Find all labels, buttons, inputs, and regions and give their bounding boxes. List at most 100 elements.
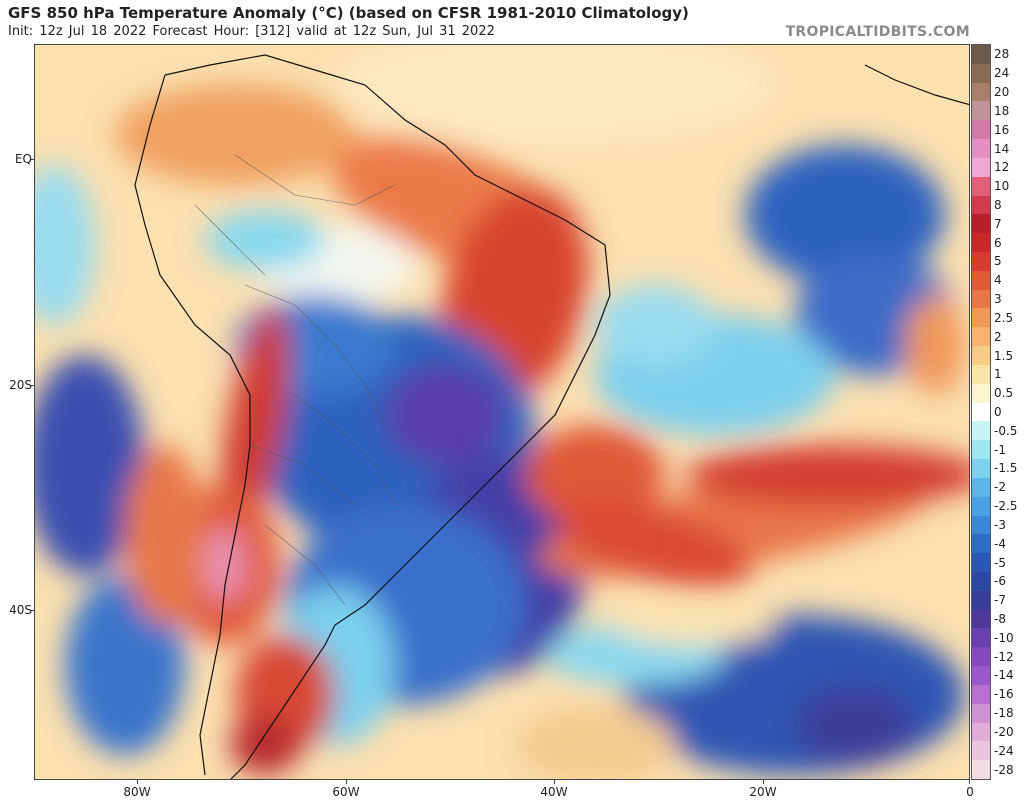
colorbar-label: 0.5: [994, 386, 1014, 401]
colorbar-swatch: [972, 515, 990, 535]
lat-tick-40s: [30, 610, 34, 611]
colorbar-label: 7: [994, 216, 1002, 231]
colorbar-label: -1: [994, 442, 1006, 457]
map-subtitle: Init: 12z Jul 18 2022 Forecast Hour: [31…: [8, 24, 495, 39]
colorbar-swatch: [972, 233, 990, 253]
colorbar-swatch: [972, 82, 990, 102]
colorbar-label: 8: [994, 197, 1002, 212]
colorbar-label: 28: [994, 47, 1010, 62]
colorbar-swatch: [972, 628, 990, 648]
lon-label-80w: 80W: [123, 785, 151, 799]
colorbar-swatch: [972, 459, 990, 479]
colorbar-swatch: [972, 63, 990, 84]
colorbar-swatch: [972, 741, 990, 761]
colorbar-label: -1.5: [994, 461, 1018, 476]
colorbar-swatch: [972, 534, 990, 554]
colorbar-label: 4: [994, 273, 1002, 288]
colorbar-swatch: [972, 45, 990, 65]
colorbar-swatch: [972, 647, 990, 667]
colorbar-swatch: [972, 346, 990, 366]
colorbar-label: -16: [994, 687, 1014, 702]
colorbar-swatch: [972, 270, 990, 291]
colorbar-label: -24: [994, 743, 1014, 758]
colorbar-swatch: [972, 157, 990, 178]
colorbar-label: 10: [994, 179, 1010, 194]
colorbar-swatch: [972, 571, 990, 592]
anomaly-field: [35, 45, 969, 779]
colorbar-swatch: [972, 195, 990, 215]
lon-tick-20w: [763, 780, 764, 784]
colorbar-label: 24: [994, 66, 1010, 81]
colorbar-swatch: [972, 496, 990, 516]
lat-label-20s: 20S: [9, 378, 32, 392]
lon-tick-40w: [554, 780, 555, 784]
map-canvas: [35, 45, 969, 779]
colorbar-label: -20: [994, 724, 1014, 739]
colorbar-swatch: [972, 252, 990, 272]
lon-tick-60w: [346, 780, 347, 784]
colorbar-label: 12: [994, 160, 1010, 175]
colorbar-label: -2.5: [994, 499, 1018, 514]
lon-label-20w: 20W: [749, 785, 777, 799]
colorbar-swatch: [972, 440, 990, 460]
colorbar-label: 16: [994, 122, 1010, 137]
colorbar-swatch: [972, 590, 990, 611]
colorbar-label: -5: [994, 555, 1006, 570]
coastlines: [134, 54, 969, 779]
colorbar-swatch: [972, 383, 990, 404]
colorbar-swatch: [972, 176, 990, 197]
lat-tick-20s: [30, 385, 34, 386]
colorbar-label: -14: [994, 668, 1014, 683]
colorbar-label: -28: [994, 762, 1014, 777]
lon-tick-80w: [137, 780, 138, 784]
colorbar-label: -6: [994, 574, 1006, 589]
colorbar-label: 20: [994, 85, 1010, 100]
anomaly-map: [34, 44, 970, 780]
colorbar-swatch: [972, 327, 990, 347]
colorbar-label: 1.5: [994, 348, 1014, 363]
lat-tick-eq: [30, 159, 34, 160]
colorbar-swatch: [972, 101, 990, 121]
colorbar-swatch: [972, 421, 990, 441]
site-brand: TROPICALTIDBITS.COM: [785, 24, 970, 40]
colorbar-label: -10: [994, 630, 1014, 645]
colorbar-label: -2: [994, 480, 1006, 495]
lon-label-40w: 40W: [540, 785, 568, 799]
colorbar-swatch: [972, 139, 990, 159]
colorbar-swatch: [972, 120, 990, 140]
colorbar-swatch: [972, 364, 990, 385]
colorbar-label: -7: [994, 593, 1006, 608]
lat-label-eq: EQ: [14, 152, 32, 166]
colorbar-swatch: [972, 703, 990, 724]
colorbar-swatch: [972, 477, 990, 498]
colorbar-label: -18: [994, 706, 1014, 721]
lat-label-40s: 40S: [9, 603, 32, 617]
colorbar-swatch: [972, 684, 990, 705]
colorbar-label: -0.5: [994, 423, 1018, 438]
colorbar-label: 14: [994, 141, 1010, 156]
colorbar-label: -3: [994, 517, 1006, 532]
lon-tick-0: [969, 780, 970, 784]
colorbar-label: 0: [994, 405, 1002, 419]
map-title: GFS 850 hPa Temperature Anomaly (°C) (ba…: [8, 4, 689, 22]
colorbar-swatch: [972, 308, 990, 328]
borders: [194, 154, 396, 606]
lon-label-0: 0: [966, 785, 974, 799]
colorbar-label: -12: [994, 649, 1014, 664]
colorbar-swatch: [972, 609, 990, 629]
lon-label-60w: 60W: [332, 785, 360, 799]
colorbar-swatch: [972, 666, 990, 686]
colorbar-swatch: [972, 760, 990, 780]
colorbar-label: -8: [994, 612, 1006, 627]
colorbar-label: 6: [994, 235, 1002, 250]
colorbar-swatch: [972, 722, 990, 742]
colorbar-label: 18: [994, 103, 1010, 118]
colorbar-swatch: [972, 553, 990, 573]
colorbar-label: 2: [994, 329, 1002, 344]
colorbar-label: 1: [994, 367, 1002, 382]
colorbar: [971, 44, 991, 780]
colorbar-label: 2.5: [994, 310, 1014, 325]
colorbar-swatch: [972, 214, 990, 234]
colorbar-label: -4: [994, 536, 1006, 551]
colorbar-swatch: [972, 402, 990, 422]
